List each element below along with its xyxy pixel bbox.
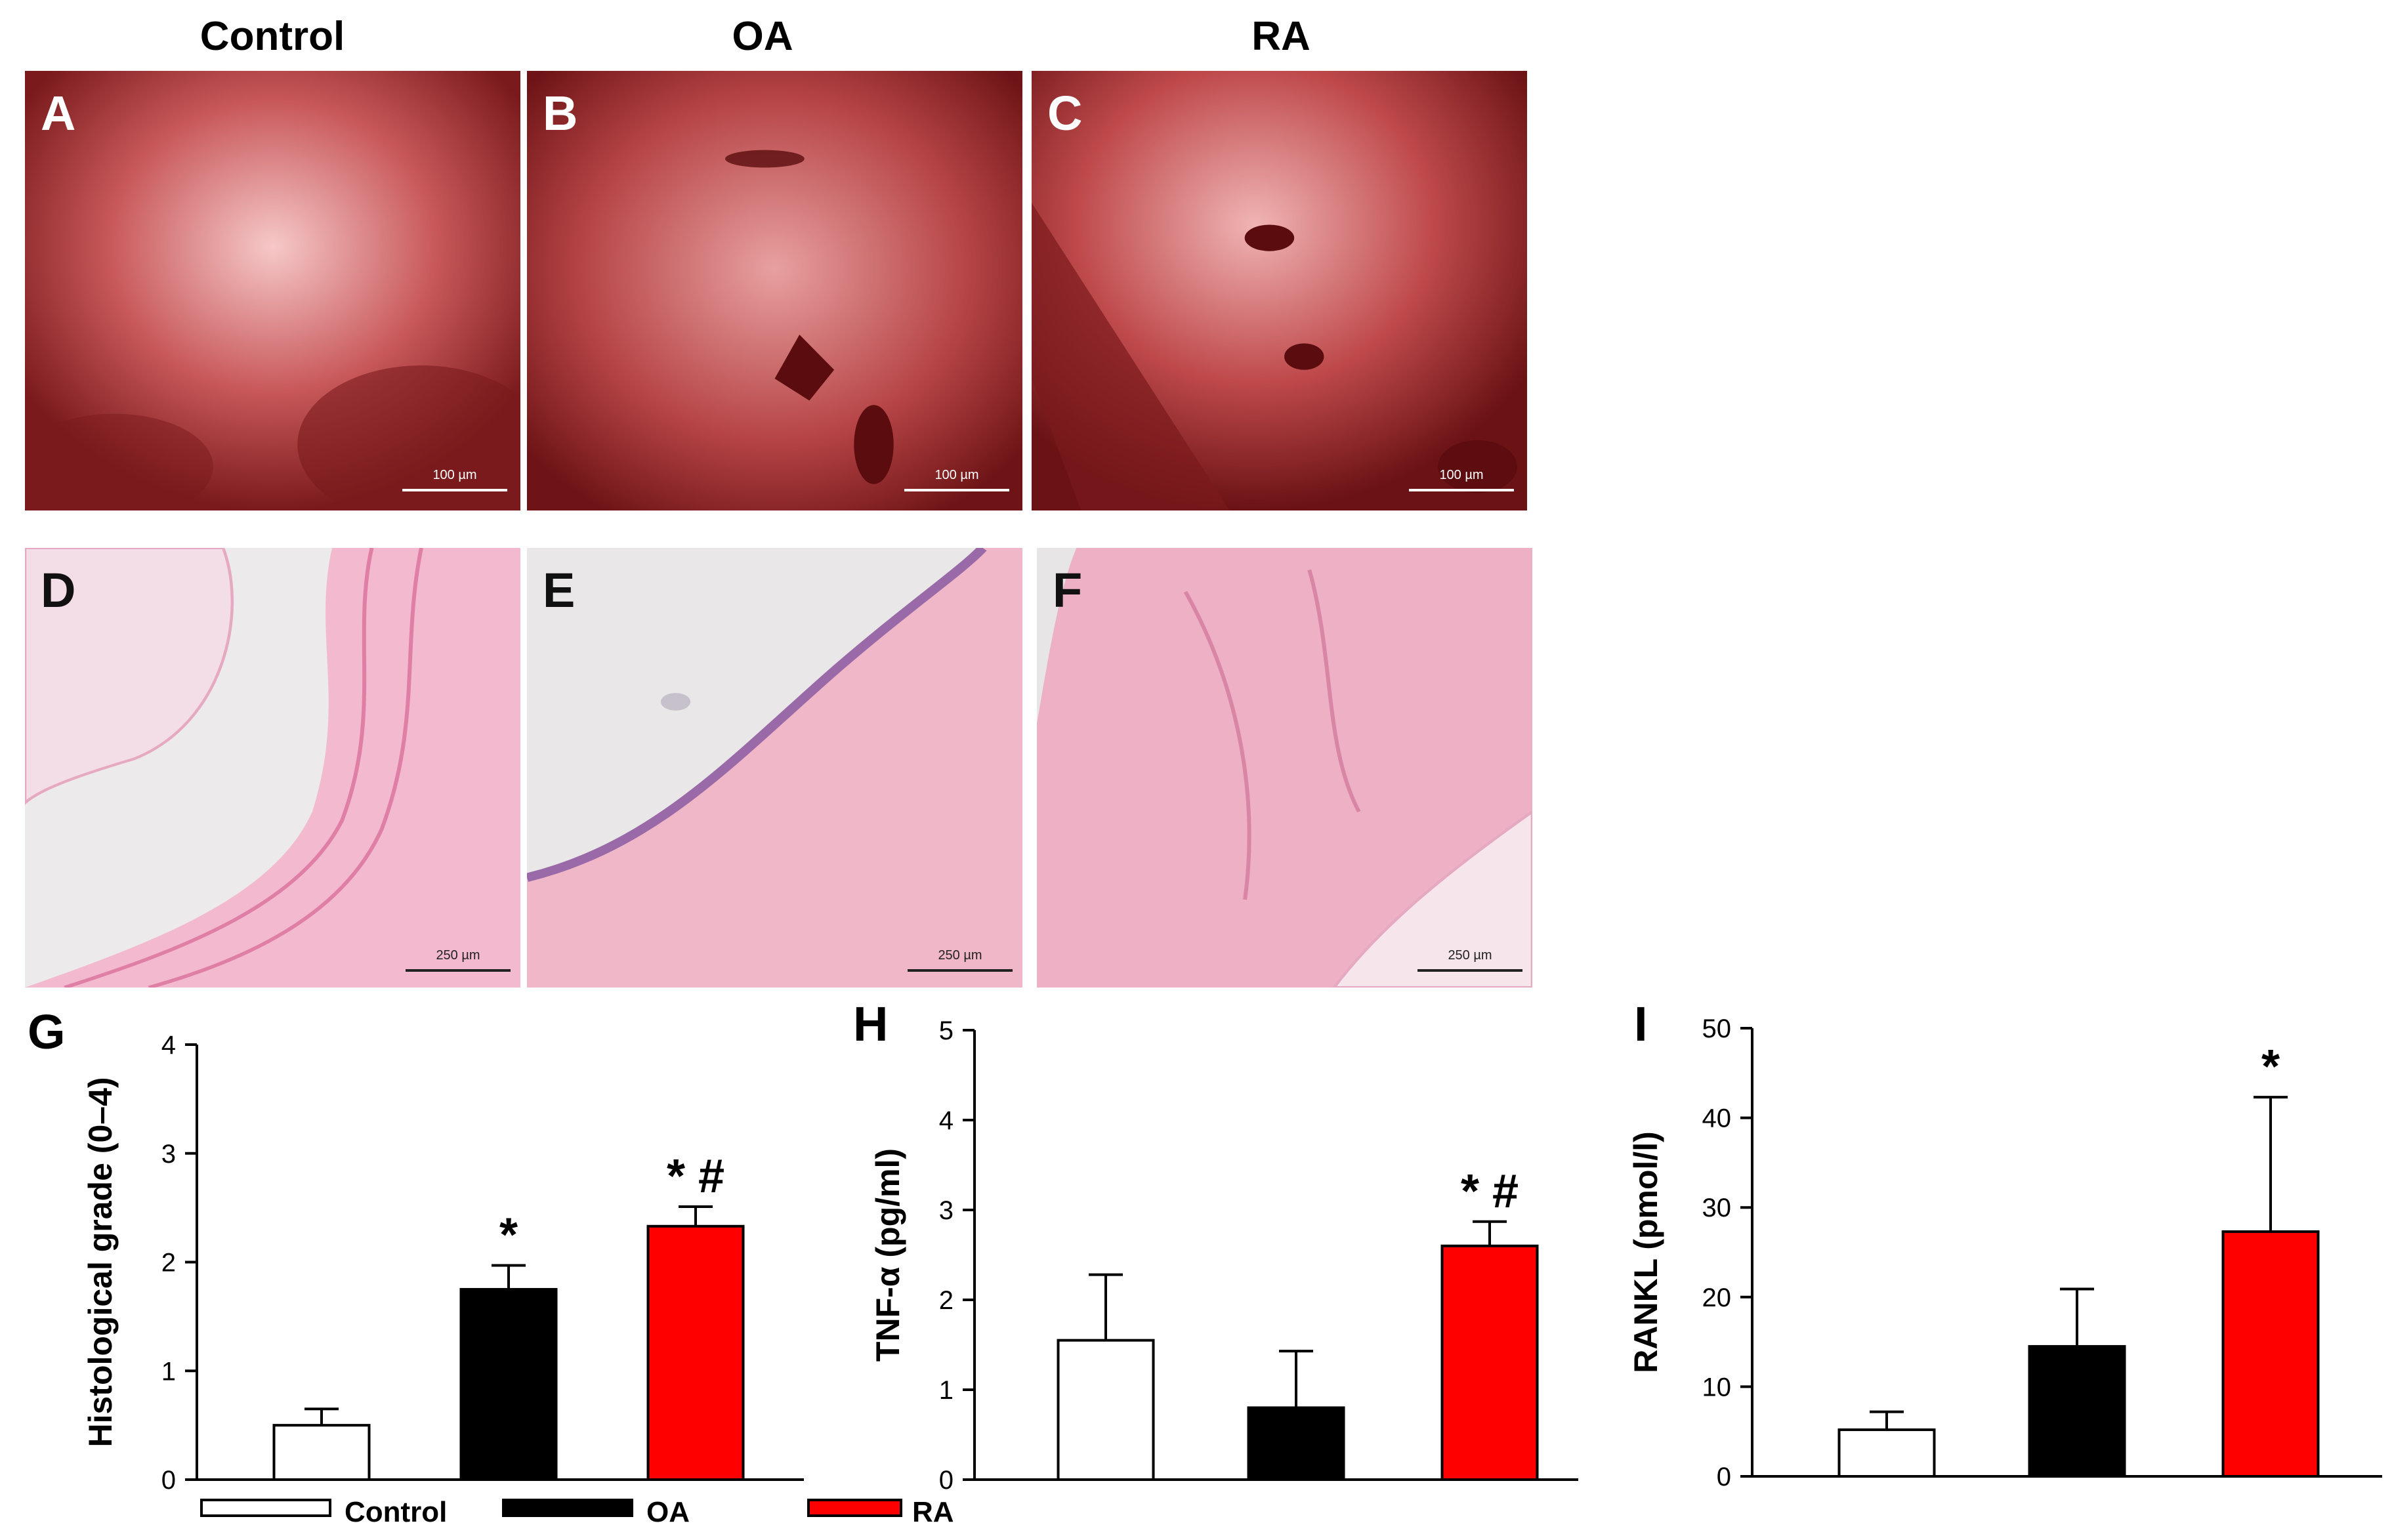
column-title-control: Control	[199, 14, 345, 59]
y-axis-label: TNF-α (pg/ml)	[870, 1148, 906, 1362]
y-tick-label: 50	[1702, 1014, 1732, 1043]
column-title-oa: OA	[732, 14, 793, 59]
legend-swatch-control	[200, 1499, 331, 1517]
scale-bar-b: 100 µm	[904, 468, 1009, 494]
legend-label-oa: OA	[646, 1496, 690, 1528]
scale-bar-line-a	[402, 489, 507, 491]
y-axis-label: Histological grade (0–4)	[82, 1077, 119, 1447]
y-tick-label: 10	[1702, 1373, 1732, 1402]
legend-label-control: Control	[345, 1496, 448, 1528]
y-tick-label: 0	[939, 1466, 954, 1495]
significance-marker: * #	[1461, 1165, 1519, 1218]
y-tick-label: 4	[939, 1106, 954, 1135]
panel-letter-d: D	[41, 563, 76, 617]
y-tick-label: 1	[161, 1357, 176, 1386]
bar-ra	[1440, 1244, 1539, 1482]
y-tick-label: 3	[939, 1196, 954, 1225]
panel-letter-a: A	[41, 86, 76, 140]
scale-bar-f: 250 µm	[1417, 948, 1522, 974]
y-axis-label: RANKL (pmol/l)	[1627, 1131, 1664, 1373]
legend-swatch-ra	[807, 1499, 902, 1517]
fluorescence-image-a	[25, 71, 520, 510]
panel-letter-e: E	[543, 563, 576, 617]
scale-bar-line-e	[908, 969, 1013, 972]
scale-bar-c: 100 µm	[1409, 468, 1514, 494]
scale-bar-d: 250 µm	[406, 948, 511, 974]
y-tick-label: 20	[1702, 1283, 1732, 1312]
scale-bar-label-f: 250 µm	[1448, 948, 1492, 963]
scale-bar-line-c	[1409, 489, 1514, 491]
panel-letter-c: C	[1047, 86, 1083, 140]
panel-letter-f: F	[1053, 563, 1083, 617]
y-tick-label: 4	[161, 1031, 176, 1060]
micrograph-panel-c: C 100 µm	[1032, 71, 1527, 510]
scale-bar-a: 100 µm	[402, 468, 507, 494]
column-title-ra: RA	[1251, 14, 1311, 59]
significance-marker: *	[2261, 1041, 2280, 1093]
scale-bar-e: 250 µm	[908, 948, 1013, 974]
scale-bar-label-b: 100 µm	[934, 468, 979, 482]
scale-bar-label-c: 100 µm	[1439, 468, 1484, 482]
scale-bar-line-f	[1417, 969, 1522, 972]
bar-oa	[2028, 1344, 2126, 1478]
scale-bar-label-a: 100 µm	[432, 468, 477, 482]
he-image-f	[1037, 548, 1532, 988]
scale-bar-line-d	[406, 969, 511, 972]
micrograph-panel-b: B 100 µm	[527, 71, 1022, 510]
bar-oa	[459, 1287, 558, 1481]
y-tick-label: 30	[1702, 1194, 1732, 1222]
bar-ra	[2221, 1230, 2320, 1478]
panel-letter-b: B	[543, 86, 578, 140]
bar-control	[1837, 1428, 1936, 1478]
y-tick-label: 5	[939, 1016, 954, 1045]
scale-bar-label-e: 250 µm	[938, 948, 982, 963]
y-tick-label: 1	[939, 1376, 954, 1405]
y-tick-label: 3	[161, 1140, 176, 1169]
chart-letter-g: G	[28, 1005, 66, 1059]
legend-swatch-oa	[502, 1499, 633, 1517]
chart-letter-i: I	[1634, 997, 1648, 1051]
legend-label-ra: RA	[912, 1496, 954, 1528]
fluorescence-image-c	[1032, 71, 1527, 510]
y-tick-label: 40	[1702, 1104, 1732, 1133]
micrograph-panel-a: A 100 µm	[25, 71, 520, 510]
significance-marker: *	[499, 1209, 518, 1261]
y-tick-label: 0	[1717, 1463, 1731, 1491]
he-image-e	[527, 548, 1022, 988]
chart-letter-h: H	[853, 997, 889, 1051]
y-tick-label: 0	[161, 1466, 176, 1495]
scale-bar-line-b	[904, 489, 1009, 491]
fluorescence-image-b	[527, 71, 1022, 510]
y-tick-label: 2	[939, 1286, 954, 1315]
y-tick-label: 2	[161, 1249, 176, 1278]
micrograph-panel-d: D 250 µm	[25, 548, 520, 988]
micrograph-panel-e: E 250 µm	[527, 548, 1022, 988]
significance-marker: * #	[667, 1150, 724, 1203]
micrograph-panel-f: F 250 µm	[1037, 548, 1532, 988]
scale-bar-label-d: 250 µm	[436, 948, 480, 963]
he-image-d	[25, 548, 520, 988]
bar-control	[1057, 1339, 1155, 1482]
